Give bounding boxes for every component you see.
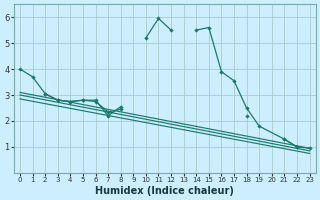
X-axis label: Humidex (Indice chaleur): Humidex (Indice chaleur) bbox=[95, 186, 234, 196]
